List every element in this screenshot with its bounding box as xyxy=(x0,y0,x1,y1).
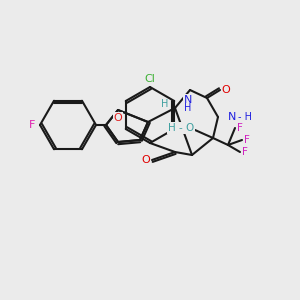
Text: F: F xyxy=(237,123,243,133)
Text: F: F xyxy=(29,120,35,130)
Text: N: N xyxy=(228,112,236,122)
Text: O: O xyxy=(222,85,230,95)
Text: H - O: H - O xyxy=(168,123,194,133)
Text: H: H xyxy=(184,103,192,113)
Text: F: F xyxy=(244,135,250,145)
Text: F: F xyxy=(242,147,248,157)
Text: Cl: Cl xyxy=(145,74,155,84)
Text: N: N xyxy=(184,95,192,105)
Text: O: O xyxy=(114,113,122,123)
Text: O: O xyxy=(142,155,150,165)
Text: - H: - H xyxy=(238,112,252,122)
Text: H: H xyxy=(161,99,169,109)
